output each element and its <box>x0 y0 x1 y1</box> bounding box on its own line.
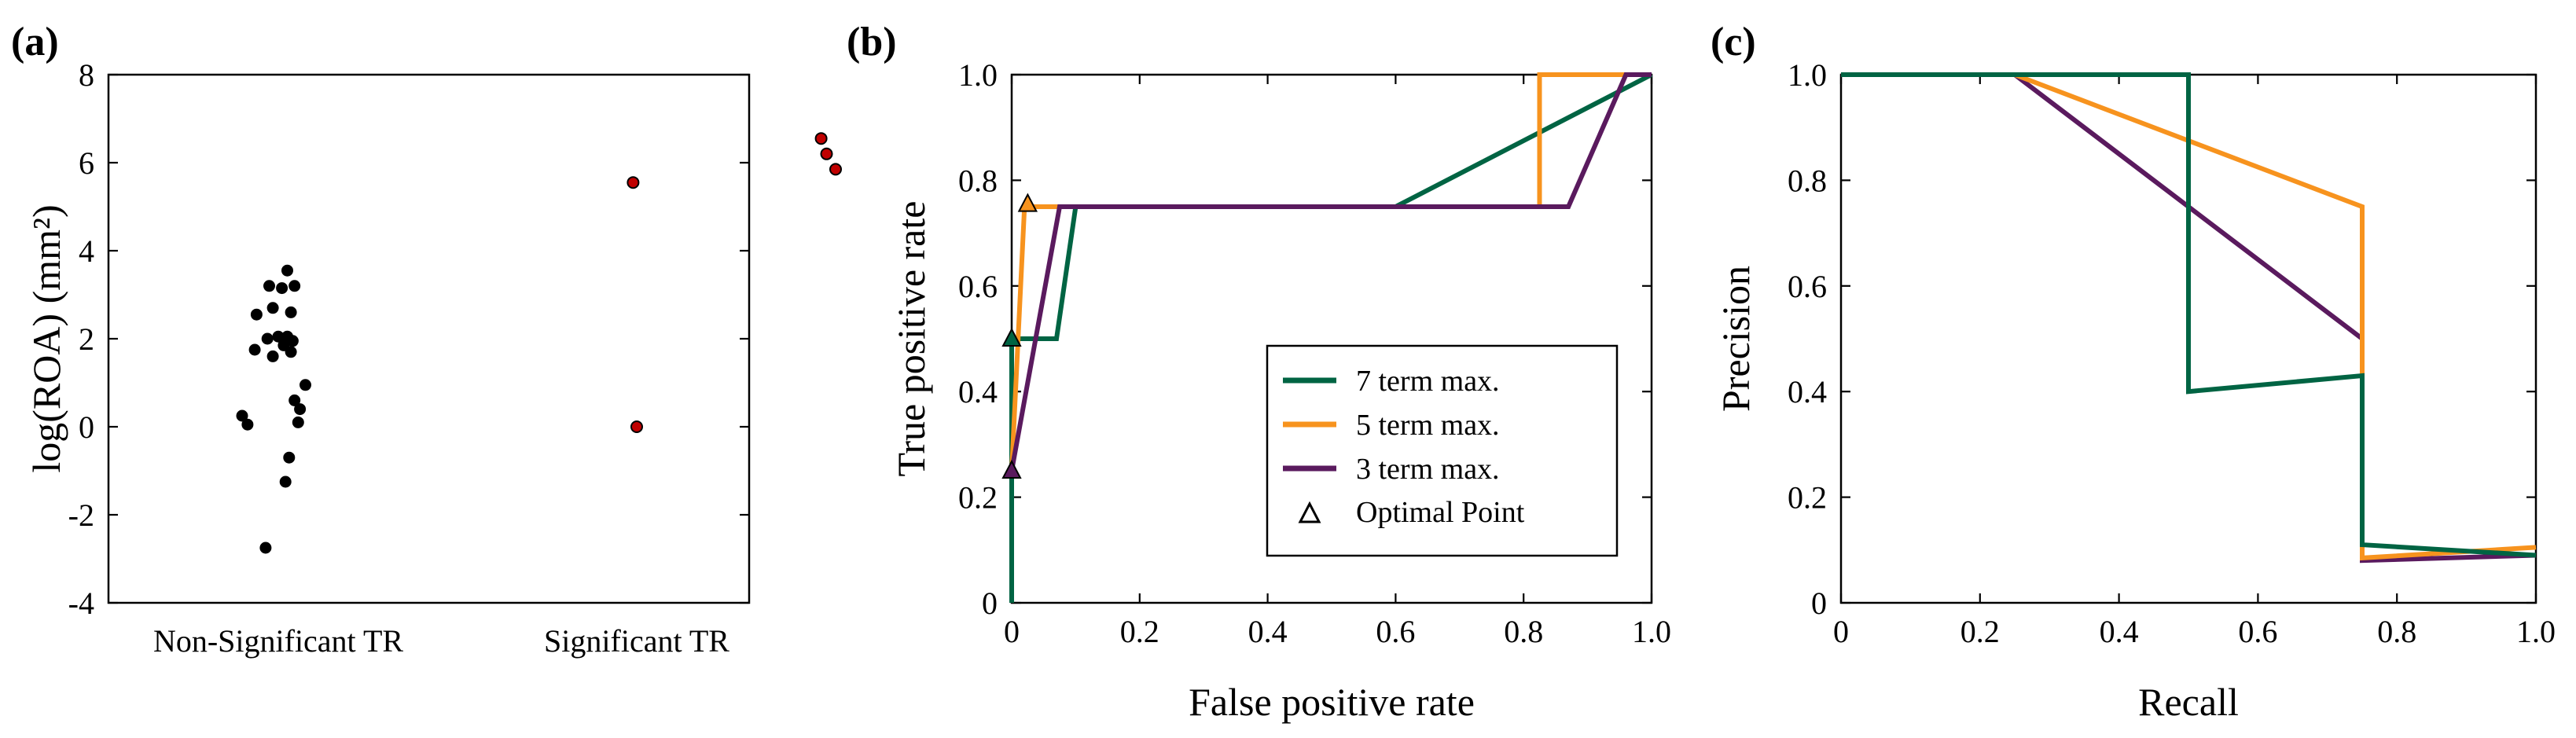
non-significant-tr-point <box>299 379 311 391</box>
panel-c-y-tick-label: 0.2 <box>1788 480 1827 516</box>
panel-a-y-tick-label: 0 <box>79 409 94 445</box>
panel-b-x-tick-label: 0.6 <box>1376 614 1415 649</box>
panel-a-y-tick-label: -4 <box>68 586 94 621</box>
non-significant-tr-point <box>276 282 288 295</box>
panel-c-y-tick-label: 0.6 <box>1788 269 1827 304</box>
non-significant-tr-point <box>285 306 297 318</box>
panel-a-label: (a) <box>11 20 59 64</box>
panel-c-y-tick-label: 0.8 <box>1788 163 1827 198</box>
panel-a-y-tick-label: -2 <box>68 498 94 533</box>
non-significant-tr-point <box>288 280 301 292</box>
panel-c: (c) 0 0.2 0.4 0.6 0.8 1.0 0 0.2 0.4 0.6 0.8 1.0 Rec… <box>1711 20 2556 724</box>
panel-c-x-axis-label: Recall <box>2138 680 2239 724</box>
optimal-point-triangle-icon <box>1001 459 1022 479</box>
panel-b-y-tick-label: 0.6 <box>958 269 998 304</box>
panel-b-y-tick-label: 0.2 <box>958 480 998 516</box>
optimal-point-triangle-icon <box>1001 327 1022 347</box>
panel-c-series-7-term-max <box>1841 72 2537 558</box>
panel-c-series-5-term-max <box>2013 72 2537 561</box>
panel-c-y-tick-label: 1.0 <box>1788 57 1827 93</box>
non-significant-tr-point <box>279 475 292 488</box>
legend-label-3-term: 3 term max. <box>1356 453 1500 486</box>
non-significant-tr-point <box>285 346 297 358</box>
panel-c-x-tick-label: 1.0 <box>2516 614 2556 649</box>
panel-b-legend: 7 term max. 5 term max. 3 term max. Opti… <box>1266 344 1619 557</box>
non-significant-tr-point <box>263 280 275 292</box>
panel-a-category-1: Significant TR <box>544 623 729 659</box>
non-significant-tr-point <box>283 451 296 464</box>
panel-b-y-tick-label: 0.4 <box>958 374 998 409</box>
panel-a: (a) -4 -2 0 2 4 6 8 Non-Significant TR Signifi… <box>11 20 842 659</box>
panel-a-y-tick-label: 2 <box>79 321 94 357</box>
non-significant-tr-point <box>248 343 261 356</box>
panel-b-y-tick-label: 0 <box>982 586 998 621</box>
panel-c-x-tick-label: 0.8 <box>2377 614 2416 649</box>
non-significant-tr-point <box>236 409 248 422</box>
panel-b-x-axis-label: False positive rate <box>1189 680 1475 724</box>
panel-c-y-tick-label: 0.4 <box>1788 374 1827 409</box>
panel-b-series-3-term-max <box>1009 72 1652 472</box>
panel-a-y-tick-label: 6 <box>79 145 94 181</box>
significant-tr-point <box>829 163 842 176</box>
optimal-point-triangle-icon <box>1017 193 1038 212</box>
non-significant-tr-point <box>288 394 301 406</box>
panel-c-x-tick-label: 0 <box>1833 614 1849 649</box>
non-significant-tr-point <box>259 542 272 554</box>
non-significant-tr-point <box>277 339 290 351</box>
significant-tr-point <box>820 147 833 160</box>
panel-c-series <box>1841 72 2537 564</box>
significant-tr-point <box>630 420 643 433</box>
legend-label-5-term: 5 term max. <box>1356 409 1500 442</box>
panel-c-series-3-term-max <box>2013 72 2537 564</box>
panel-b-y-tick-label: 1.0 <box>958 57 998 93</box>
panel-b-y-tick-label: 0.8 <box>958 163 998 198</box>
panel-b: (b) 0 0.2 0.4 0.6 0.8 1.0 0 0.2 0.4 0.6 0.8 1.0 Fal… <box>847 20 1671 724</box>
panel-c-x-tick-label: 0.6 <box>2238 614 2277 649</box>
panel-c-x-tick-label: 0.4 <box>2100 614 2139 649</box>
significant-tr-point <box>627 176 640 189</box>
panel-c-label: (c) <box>1711 20 1756 64</box>
panel-b-x-tick-label: 0.2 <box>1120 614 1159 649</box>
non-significant-tr-point <box>292 416 304 428</box>
non-significant-tr-point <box>294 403 307 416</box>
panel-b-ticks: 0 0.2 0.4 0.6 0.8 1.0 0 0.2 0.4 0.6 0.8 1.0 <box>958 57 1671 649</box>
legend-optimal-point-triangle-icon <box>1298 501 1321 523</box>
legend-label-optimal-point: Optimal Point <box>1356 496 1525 529</box>
panel-b-x-tick-label: 0.8 <box>1504 614 1543 649</box>
panel-c-y-tick-label: 0 <box>1811 586 1827 621</box>
panel-b-y-axis-label: True positive rate <box>889 201 933 477</box>
panel-a-y-tick-label: 8 <box>79 57 94 93</box>
non-significant-tr-point <box>261 332 274 345</box>
panel-b-label: (b) <box>847 20 897 64</box>
non-significant-tr-point <box>250 308 263 321</box>
panel-a-category-0: Non-Significant TR <box>153 623 403 659</box>
panel-b-series-7-term-max <box>1009 72 1653 603</box>
panel-b-series <box>1009 72 1653 603</box>
significant-tr-point <box>814 132 828 145</box>
panel-a-points <box>236 132 842 554</box>
panel-b-x-tick-label: 1.0 <box>1632 614 1671 649</box>
panel-b-markers <box>1001 193 1038 479</box>
panel-a-y-tick-label: 4 <box>79 233 94 269</box>
non-significant-tr-point <box>241 418 254 431</box>
non-significant-tr-point <box>266 302 279 314</box>
panel-c-x-tick-label: 0.2 <box>1960 614 2000 649</box>
panel-b-x-tick-label: 0 <box>1004 614 1020 649</box>
legend-box <box>1266 344 1619 557</box>
panel-b-x-tick-label: 0.4 <box>1248 614 1288 649</box>
panel-a-y-axis-label: log(ROA) (mm²) <box>24 204 68 472</box>
panel-c-y-axis-label: Precision <box>1714 266 1758 412</box>
panel-a-y-ticks: -4 -2 0 2 4 6 8 <box>68 57 749 621</box>
non-significant-tr-point <box>281 264 293 277</box>
non-significant-tr-point <box>266 350 279 362</box>
legend-label-7-term: 7 term max. <box>1356 365 1500 398</box>
panel-a-axes <box>107 73 751 604</box>
